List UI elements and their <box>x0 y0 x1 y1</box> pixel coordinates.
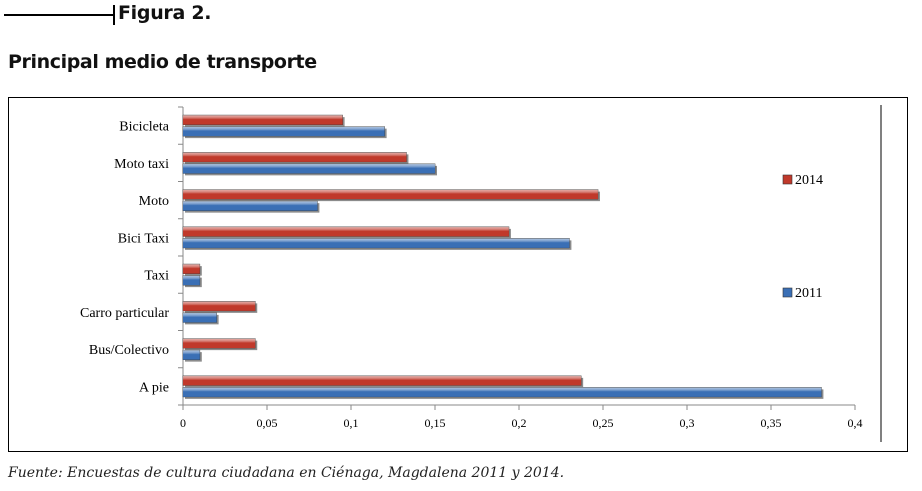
x-tick-label: 0,2 <box>512 416 527 430</box>
bar-highlight <box>183 312 217 323</box>
x-tick-label: 0,15 <box>425 416 446 430</box>
category-label-moto-taxi: Moto taxi <box>114 157 169 172</box>
bar-highlight <box>183 375 582 386</box>
bar-chart: 0 0,05 0,1 0,15 0,2 0,25 0,3 0,35 0,4 Bicicleta Mo… <box>80 105 882 442</box>
category-label-a-pie: A pie <box>139 380 169 395</box>
bar-highlight <box>183 201 318 211</box>
bar-highlight <box>183 301 256 311</box>
category-label-bicicleta: Bicicleta <box>119 120 170 135</box>
category-label-taxi: Taxi <box>144 269 169 284</box>
chart-title: Principal medio de transporte <box>8 51 317 73</box>
bar-highlight <box>183 238 570 248</box>
source-note: Fuente: Encuestas de cultura ciudadana e… <box>8 465 565 481</box>
bar-highlight <box>183 387 822 397</box>
legend-label-2011: 2011 <box>795 286 822 301</box>
x-tick-label: 0 <box>180 416 186 430</box>
legend-swatch-2011 <box>782 287 793 298</box>
legend-label-2014: 2014 <box>795 173 823 188</box>
bar-highlight <box>183 163 435 174</box>
category-label-bus-colectivo: Bus/Colectivo <box>89 343 169 358</box>
x-tick-label: 0,1 <box>344 416 359 430</box>
category-label-carro-particular: Carro particular <box>80 306 169 321</box>
x-tick-label: 0,35 <box>761 416 782 430</box>
figure-rule <box>4 14 114 16</box>
legend-swatch-2014 <box>782 174 793 185</box>
bar-highlight <box>183 115 343 125</box>
x-tick-label: 0,05 <box>257 416 278 430</box>
bar-highlight <box>183 350 200 360</box>
x-tick-label: 0,25 <box>593 416 614 430</box>
category-label-bici-taxi: Bici Taxi <box>118 231 169 246</box>
bar-highlight <box>183 126 385 137</box>
bar-highlight <box>183 338 256 349</box>
bar-highlight <box>183 189 598 200</box>
bar-highlight <box>183 226 509 237</box>
chart-frame <box>8 97 908 452</box>
figure-label: Figura 2. <box>118 2 212 24</box>
bar-highlight <box>183 275 200 286</box>
x-tick-label: 0,4 <box>848 416 863 430</box>
bar-highlight <box>183 264 200 274</box>
category-label-moto: Moto <box>139 194 169 209</box>
bar-highlight <box>183 152 407 162</box>
x-tick-label: 0,3 <box>680 416 695 430</box>
figure-rule-tick <box>113 5 115 25</box>
